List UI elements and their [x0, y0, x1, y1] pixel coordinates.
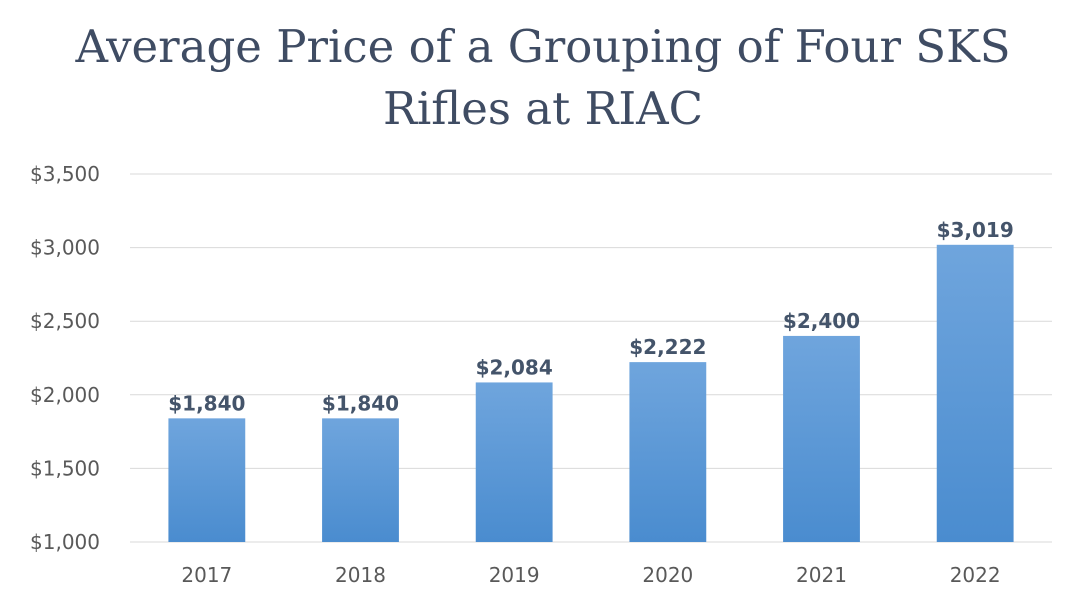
y-tick-label: $3,000 — [30, 236, 100, 260]
y-tick-label: $1,500 — [30, 456, 100, 480]
y-tick-label: $1,000 — [30, 530, 100, 554]
data-label-2020: $2,222 — [629, 335, 706, 359]
y-tick-label: $2,000 — [30, 383, 100, 407]
x-tick-label: 2018 — [335, 563, 386, 587]
data-labels: $1,840 $1,840 $2,084 $2,222 $2,400 $3,019 — [168, 218, 1014, 416]
bar-2022 — [936, 244, 1014, 542]
data-label-2019: $2,084 — [476, 355, 553, 379]
chart-title: Average Price of a Grouping of Four SKS … — [74, 20, 1010, 135]
x-axis-tick-labels: 2017 2018 2019 2020 2021 2022 — [181, 563, 1000, 587]
data-label-2021: $2,400 — [783, 309, 860, 333]
data-label-2022: $3,019 — [937, 218, 1014, 242]
bar-2019 — [475, 382, 553, 542]
x-tick-label: 2021 — [796, 563, 847, 587]
bar-2018 — [322, 418, 399, 542]
x-tick-label: 2017 — [181, 563, 232, 587]
x-tick-label: 2019 — [489, 563, 540, 587]
bar-2021 — [783, 335, 860, 542]
y-tick-label: $3,500 — [30, 162, 100, 186]
y-axis-tick-labels: $1,000 $1,500 $2,000 $2,500 $3,000 $3,500 — [30, 162, 100, 554]
bar-2017 — [168, 418, 246, 542]
data-label-2018: $1,840 — [322, 391, 399, 415]
bar-2020 — [629, 362, 707, 542]
gridlines — [130, 173, 1052, 543]
bars — [168, 244, 1014, 542]
chart-title-line-1: Average Price of a Grouping of Four SKS — [74, 20, 1010, 73]
chart-title-line-2: Rifles at RIAC — [383, 82, 703, 135]
x-tick-label: 2022 — [950, 563, 1001, 587]
x-tick-label: 2020 — [642, 563, 693, 587]
y-tick-label: $2,500 — [30, 309, 100, 333]
data-label-2017: $1,840 — [168, 391, 245, 415]
